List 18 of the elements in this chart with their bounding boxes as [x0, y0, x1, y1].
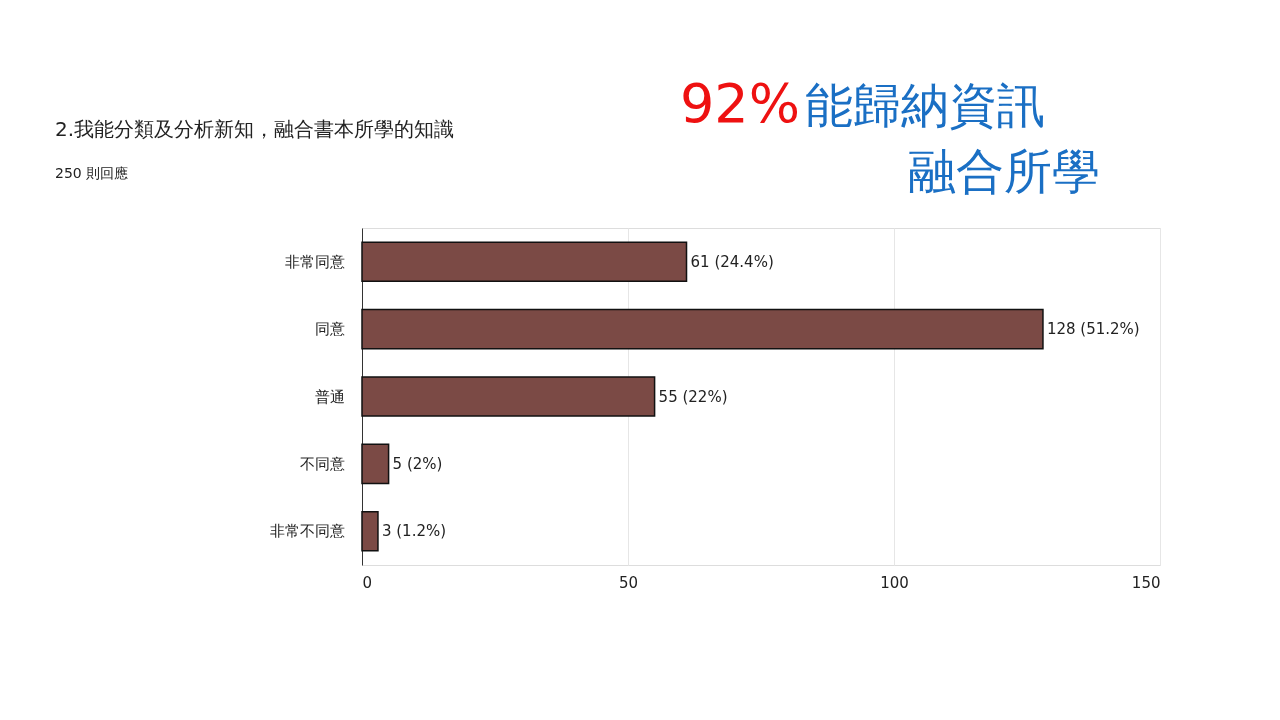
y-tick-label: 不同意 — [299, 454, 345, 473]
data-label: 61 (24.4%) — [690, 252, 774, 271]
x-tick-label: 50 — [618, 573, 639, 592]
x-tick-label: 0 — [362, 573, 373, 592]
x-tick-label: 100 — [880, 573, 909, 592]
x-tick-label: 150 — [1131, 573, 1161, 592]
y-tick-label: 普通 — [314, 387, 345, 406]
y-tick-label: 非常不同意 — [269, 522, 345, 541]
y-tick-label: 非常同意 — [284, 252, 345, 271]
text: 融合所學 — [908, 143, 1100, 199]
text: 92%能歸納資訊 — [680, 72, 1045, 135]
chart-title: 2.我能分類及分析新知，融合書本所學的知識 — [55, 117, 455, 141]
data-label: 3 (1.2%) — [381, 522, 447, 541]
y-tick-label: 同意 — [314, 320, 345, 339]
data-label: 128 (51.2%) — [1046, 320, 1140, 339]
text: 250 則回應 — [55, 165, 129, 181]
data-label: 55 (22%) — [658, 387, 728, 406]
data-label: 5 (2%) — [392, 454, 443, 473]
